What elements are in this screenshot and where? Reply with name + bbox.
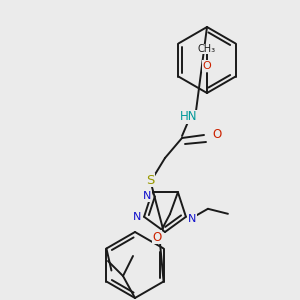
Text: O: O	[212, 128, 222, 142]
Text: N: N	[188, 214, 196, 224]
Text: HN: HN	[180, 110, 198, 124]
Text: N: N	[133, 212, 141, 222]
Text: O: O	[152, 231, 162, 244]
Text: CH₃: CH₃	[198, 44, 216, 54]
Text: O: O	[202, 61, 211, 71]
Text: S: S	[146, 173, 154, 187]
Text: N: N	[143, 191, 151, 201]
